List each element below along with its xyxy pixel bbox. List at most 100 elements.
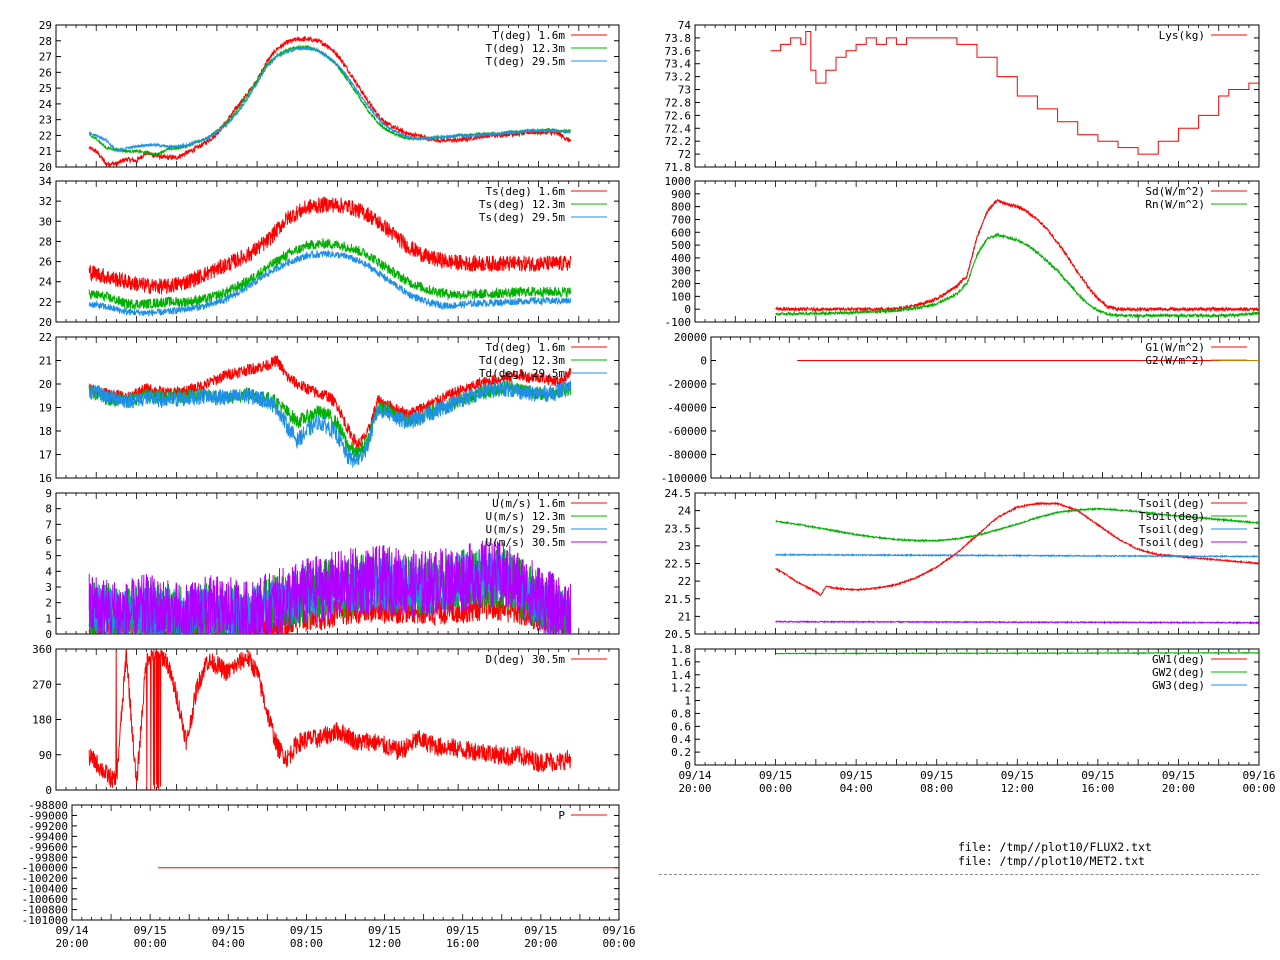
legend-label: U(m/s) 12.3m [486, 510, 566, 523]
y-tick-label: 4 [45, 565, 52, 578]
y-tick-label: 20 [39, 378, 52, 391]
legend-label: G2(W/m^2) [1145, 354, 1205, 367]
y-tick-label: 72 [678, 148, 691, 161]
y-tick-label: 22 [39, 331, 52, 344]
separator-line [659, 874, 1259, 875]
y-tick-label: 73.4 [665, 58, 692, 71]
panel-wind_dir: 0 90 180 270 360 D(deg) 30.5m [32, 643, 620, 797]
y-tick-label: -100000 [661, 472, 707, 485]
legend-label: P [558, 809, 565, 822]
y-tick-label: 180 [32, 714, 52, 727]
y-tick-label: 72.2 [665, 135, 692, 148]
y-tick-label: 28 [39, 35, 52, 48]
y-tick-label: 23 [39, 114, 52, 127]
legend-label: T(deg) 1.6m [492, 29, 565, 42]
series-line-purple [775, 619, 1259, 625]
y-tick-label: 24 [39, 98, 53, 111]
y-tick-label: 21.5 [665, 593, 692, 606]
series-line-green [775, 232, 1259, 319]
y-tick-label: 2 [45, 597, 52, 610]
y-tick-label: 800 [671, 201, 691, 214]
x-tick-label: 09/15 04:00 [840, 769, 873, 795]
y-tick-label: -100 [665, 316, 692, 329]
y-tick-label: 18 [39, 425, 52, 438]
legend-label: Tsoil(deg) [1139, 510, 1205, 523]
y-tick-label: -60000 [667, 425, 707, 438]
series-line-purple [88, 540, 572, 634]
legend-label: Ts(deg) 1.6m [486, 185, 566, 198]
y-tick-label: 5 [45, 550, 52, 563]
y-tick-label: 29 [39, 19, 52, 32]
series-line-red [88, 355, 572, 450]
y-tick-label: 22 [39, 296, 52, 309]
y-tick-label: 7 [45, 518, 52, 531]
x-tick-label: 09/16 00:00 [602, 924, 635, 950]
legend-label: Tsoil(deg) [1139, 536, 1205, 549]
legend-label: Sd(W/m^2) [1145, 185, 1205, 198]
x-tick-label: 09/15 20:00 [524, 924, 557, 950]
y-tick-label: -20000 [667, 378, 707, 391]
y-tick-label: 0 [45, 784, 52, 797]
panel-pressure: -101000-100800-100600-100400-100200-1000… [22, 799, 636, 950]
y-tick-label: 72.4 [665, 122, 692, 135]
y-tick-label: 0.2 [671, 746, 691, 759]
y-tick-label: 28 [39, 235, 52, 248]
y-tick-label: 20000 [674, 331, 707, 344]
panel-lysimeter: 71.87272.272.472.672.87373.273.473.673.8… [665, 19, 1260, 174]
x-tick-label: 09/15 04:00 [212, 924, 245, 950]
x-tick-label: 09/15 00:00 [134, 924, 167, 950]
y-tick-label: -80000 [667, 449, 707, 462]
y-tick-label: -100400 [22, 883, 68, 896]
panel-air_temp: 20 21 22 23 24 25 26 27 28 29 T(deg) 1.6mT(deg) 12… [39, 19, 620, 174]
y-tick-label: 900 [671, 188, 691, 201]
legend-label: Tsoil(deg) [1139, 497, 1205, 510]
y-tick-label: 0 [45, 628, 52, 641]
y-tick-label: 3 [45, 581, 52, 594]
y-tick-label: -100000 [22, 862, 68, 875]
legend-label: U(m/s) 1.6m [492, 497, 565, 510]
y-tick-label: 0.6 [671, 720, 691, 733]
series-line-red [88, 649, 572, 790]
y-tick-label: 1000 [665, 175, 692, 188]
y-tick-label: 1.8 [671, 643, 691, 656]
panel-soil_temp: 20.52121.52222.52323.52424.5Tsoil(deg)Ts… [665, 487, 1260, 641]
y-tick-label: 700 [671, 213, 691, 226]
x-tick-label: 09/15 16:00 [1081, 769, 1114, 795]
file-path-flux: file: /tmp//plot10/FLUX2.txt [958, 840, 1152, 854]
x-tick-label: 09/15 20:00 [1162, 769, 1195, 795]
y-tick-label: -99600 [28, 841, 68, 854]
y-tick-label: 24 [39, 276, 53, 289]
y-tick-label: 19 [39, 402, 52, 415]
y-tick-label: 0 [684, 303, 691, 316]
x-tick-label: 09/14 20:00 [55, 924, 88, 950]
series-line-blue [88, 380, 572, 469]
y-tick-label: 1.2 [671, 682, 691, 695]
y-tick-label: 1.6 [671, 656, 691, 669]
legend-label: T(deg) 12.3m [486, 42, 566, 55]
file-path-met: file: /tmp//plot10/MET2.txt [958, 854, 1145, 868]
y-tick-label: 21 [678, 610, 691, 623]
legend-label: U(m/s) 29.5m [486, 523, 566, 536]
x-tick-label: 09/15 08:00 [290, 924, 323, 950]
y-tick-label: 72.8 [665, 96, 692, 109]
x-tick-label: 09/14 20:00 [678, 769, 711, 795]
y-tick-label: 17 [39, 449, 52, 462]
legend-label: GW1(deg) [1152, 653, 1205, 666]
legend-label: Lys(kg) [1159, 29, 1205, 42]
y-tick-label: 21 [39, 145, 52, 158]
y-tick-label: -99200 [28, 820, 68, 833]
y-tick-label: 0.4 [671, 733, 691, 746]
y-tick-label: 600 [671, 226, 691, 239]
x-tick-label: 09/15 00:00 [759, 769, 792, 795]
y-tick-label: 23 [678, 540, 691, 553]
y-tick-label: 73.6 [665, 45, 692, 58]
y-tick-label: 300 [671, 265, 691, 278]
y-tick-label: 1 [45, 612, 52, 625]
y-tick-label: 1.4 [671, 669, 691, 682]
series-line-green [88, 238, 572, 311]
y-tick-label: 16 [39, 472, 52, 485]
y-tick-label: 73.8 [665, 32, 692, 45]
